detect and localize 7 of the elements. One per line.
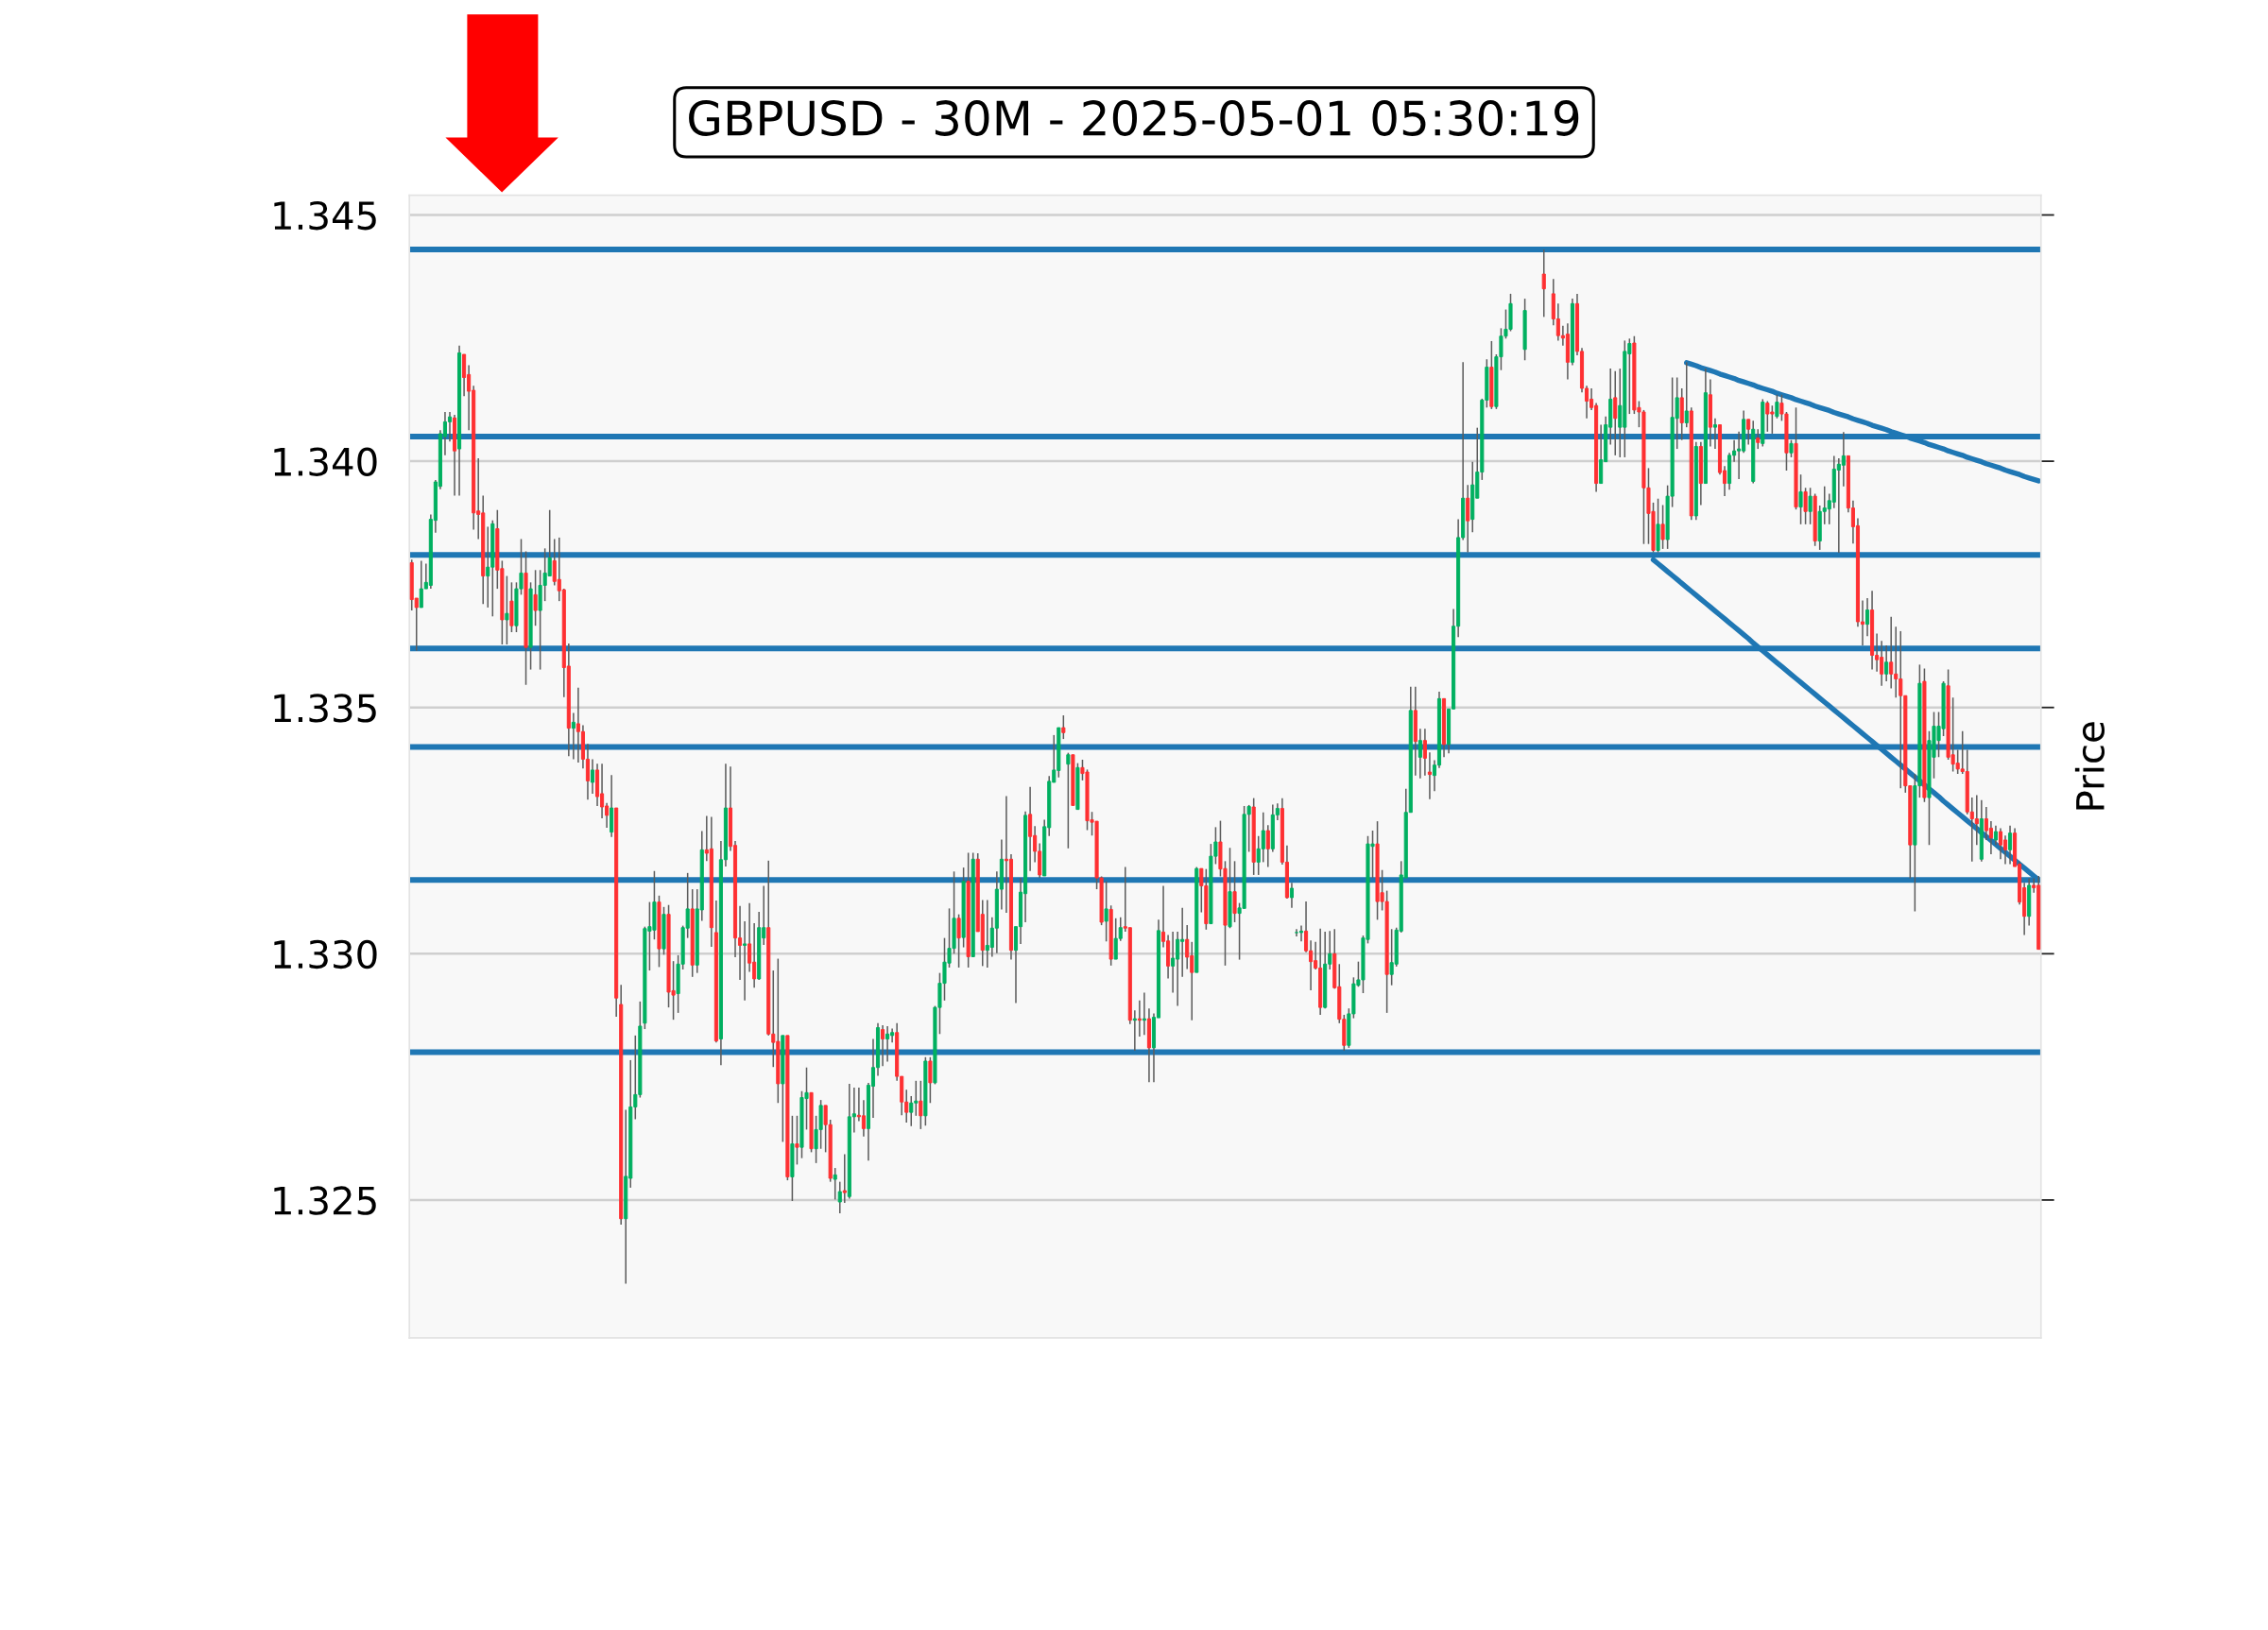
y-tick-label: 1.325 — [274, 1186, 376, 1215]
y-axis-title: Price — [2074, 722, 2105, 810]
chart-title: GBPUSD - 30M - 2025-05-01 05:30:19 — [689, 100, 1579, 136]
y-tick-label: 1.335 — [274, 694, 376, 723]
y-tick-label: 1.345 — [274, 200, 376, 231]
y-tick-label: 1.330 — [274, 939, 377, 969]
y-tick-label: 1.340 — [274, 447, 377, 476]
